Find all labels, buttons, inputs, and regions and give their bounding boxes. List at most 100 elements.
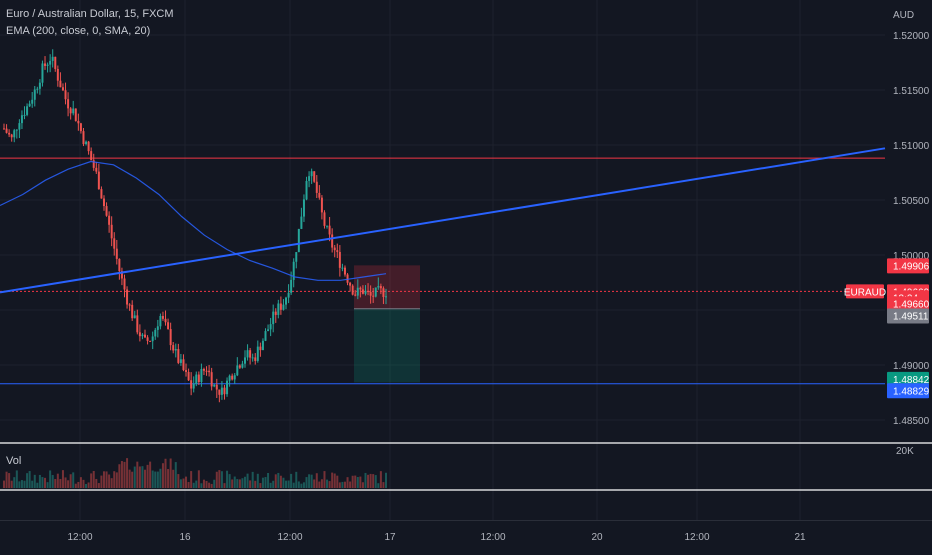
- price-label-bg: [887, 383, 929, 399]
- price-label: 1.49660: [893, 299, 930, 310]
- candle-body: [351, 285, 354, 295]
- candle-body: [264, 331, 267, 341]
- candle-body: [374, 287, 377, 297]
- price-labels: EURAUD1.499061.4966913:241.496601.495111…: [844, 258, 930, 399]
- candle-body: [138, 332, 141, 337]
- volume-bar: [310, 474, 313, 488]
- symbol-tag-bg: [846, 284, 884, 299]
- candle-body: [267, 329, 270, 332]
- candle-body: [277, 303, 280, 315]
- volume-bar: [282, 477, 285, 488]
- volume-bar: [285, 480, 288, 488]
- candle-body: [5, 128, 8, 133]
- volume-bar: [85, 483, 88, 488]
- candle-body: [149, 340, 152, 342]
- candle-body: [144, 334, 147, 338]
- volume-bar: [331, 472, 334, 488]
- candle-body: [333, 247, 336, 251]
- candle-body: [131, 304, 134, 319]
- candle-body: [308, 176, 311, 181]
- candle-body: [243, 357, 246, 364]
- volume-bar: [187, 482, 190, 488]
- candle-body: [46, 64, 49, 66]
- candle-body: [115, 248, 118, 259]
- volume-bar: [359, 476, 362, 488]
- volume-bar: [367, 474, 370, 488]
- volume-bar: [108, 474, 111, 488]
- volume-bar: [272, 480, 275, 488]
- indicator-legend[interactable]: EMA (200, close, 0, SMA, 20): [6, 25, 151, 37]
- price-tick-label: 1.49000: [893, 361, 930, 372]
- candle-body: [315, 181, 318, 193]
- price-label-bg: [887, 308, 929, 324]
- volume-bar: [20, 480, 23, 488]
- volume-bar: [149, 461, 152, 488]
- price-label: 1.48842: [893, 375, 930, 386]
- candle-body: [236, 365, 239, 376]
- candle-body: [190, 380, 193, 389]
- candle-body: [110, 224, 113, 239]
- volume-bar: [38, 474, 41, 488]
- candle-body: [33, 89, 36, 100]
- currency-label: AUD: [893, 10, 915, 21]
- candle-body: [87, 141, 90, 152]
- candle-body: [361, 289, 364, 294]
- candle-body: [226, 380, 229, 395]
- candle-body: [126, 289, 129, 305]
- volume-bar: [95, 478, 98, 488]
- volume-bar: [33, 474, 36, 488]
- candle-body: [74, 108, 77, 121]
- price-label-bg: [887, 258, 929, 274]
- volume-bar: [338, 482, 341, 488]
- volume-legend[interactable]: Vol: [6, 455, 22, 467]
- candle-body: [382, 288, 385, 297]
- volume-bar: [374, 475, 377, 488]
- volume-bar: [100, 475, 103, 488]
- candle-body: [208, 370, 211, 373]
- candle-body: [354, 294, 357, 296]
- volume-bar: [120, 461, 123, 488]
- price-tick-label: 1.50000: [893, 251, 930, 262]
- volume-bar: [144, 469, 147, 488]
- price-label: 1.49511: [893, 312, 929, 323]
- price-tick-label: 1.51500: [893, 86, 930, 97]
- volume-bar: [115, 472, 118, 488]
- candle-body: [67, 99, 70, 109]
- time-axis[interactable]: 12:00 16 12:00 17 12:00 20 12:00 21: [67, 532, 806, 543]
- volume-bar: [133, 466, 136, 488]
- candle-body: [97, 171, 100, 190]
- volume-bar: [195, 480, 198, 488]
- volume-bar: [382, 482, 385, 488]
- volume-bar: [343, 481, 346, 488]
- volume-bar: [241, 478, 244, 488]
- candle-body: [100, 189, 103, 199]
- volume-bar: [385, 472, 387, 488]
- candle-body: [338, 251, 341, 268]
- trendline[interactable]: [0, 147, 886, 294]
- position-tool[interactable]: [354, 265, 420, 383]
- candle-body: [310, 171, 313, 177]
- volume-bar: [23, 480, 26, 488]
- volume-bar: [190, 471, 193, 488]
- candle-body: [20, 115, 23, 124]
- volume-bar: [279, 475, 282, 488]
- volume-bar: [341, 481, 344, 488]
- volume-bar: [336, 475, 339, 488]
- volume-bar: [182, 478, 185, 488]
- candle-body: [161, 316, 164, 319]
- candle-body: [246, 350, 249, 358]
- volume-bar: [202, 479, 205, 488]
- volume-bar: [249, 480, 252, 488]
- candle-body: [105, 206, 108, 216]
- volume-bar: [113, 471, 116, 488]
- volume-bar: [151, 470, 154, 488]
- horizontal-levels[interactable]: [0, 157, 885, 385]
- trendline-path: [0, 147, 886, 294]
- volume-bar: [287, 480, 290, 488]
- volume-bar: [164, 458, 167, 488]
- volume-bar: [118, 464, 121, 488]
- candle-body: [341, 267, 344, 269]
- candle-body: [120, 271, 123, 279]
